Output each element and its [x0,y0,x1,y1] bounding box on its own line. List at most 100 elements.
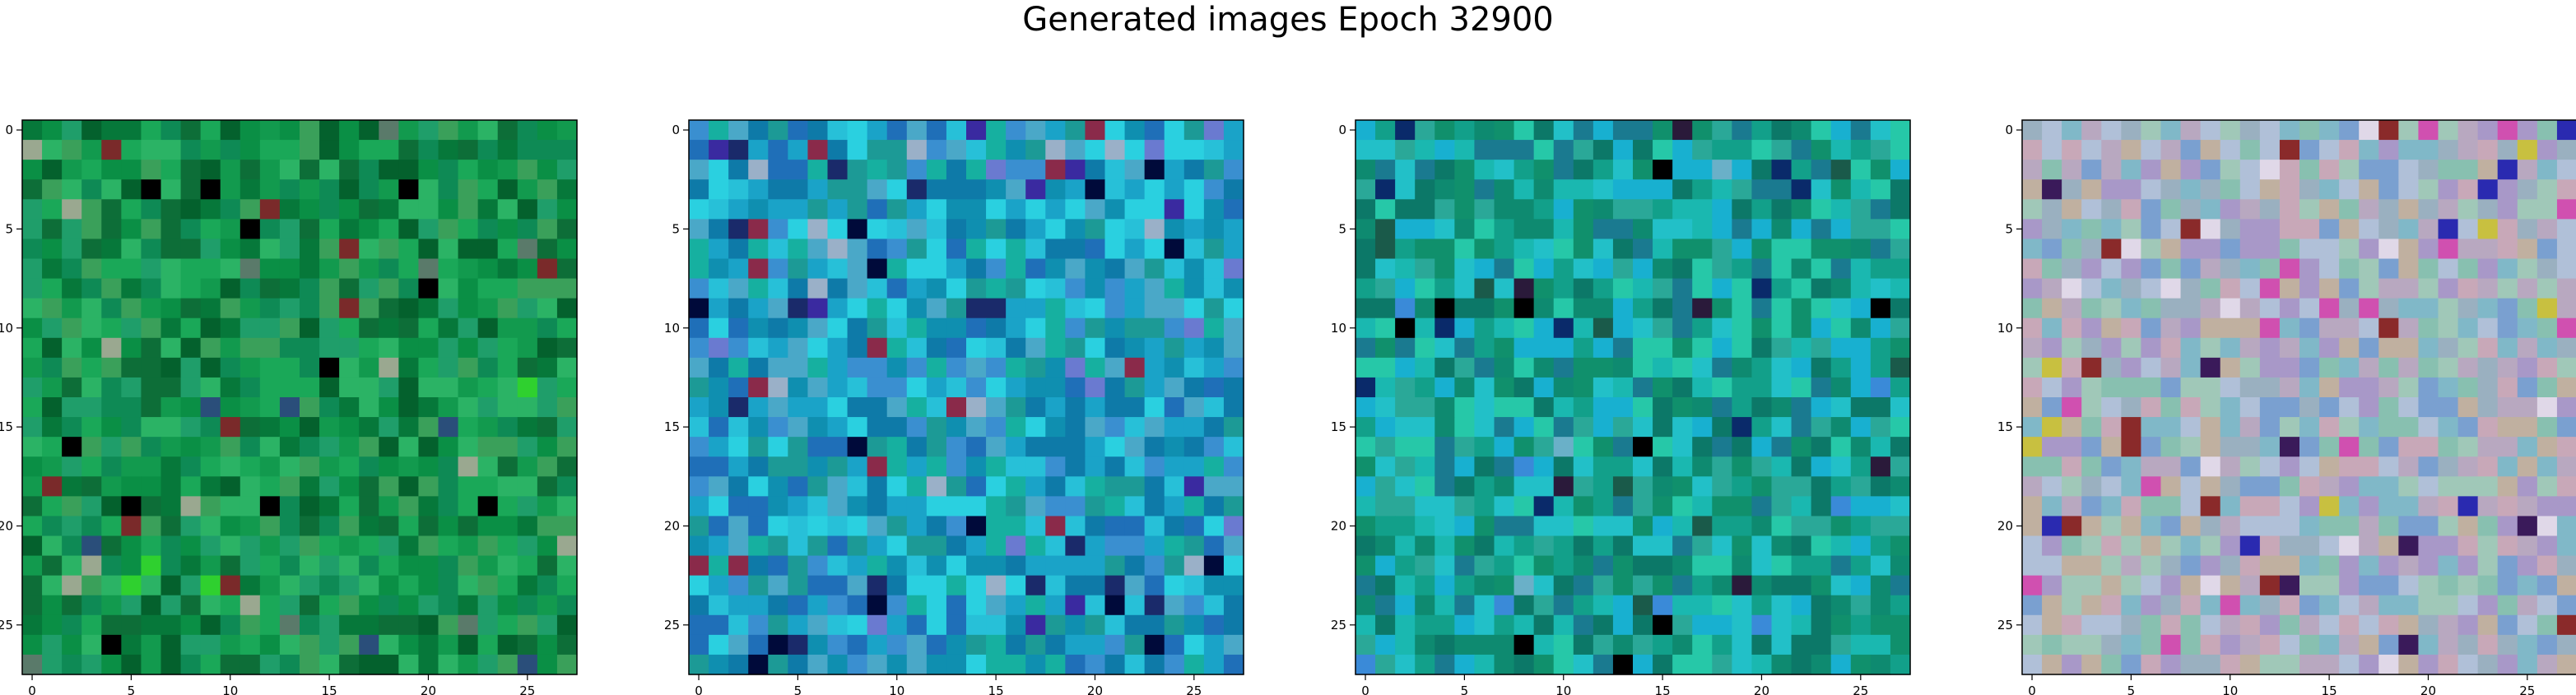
x-tick-label: 10 [889,683,904,695]
pixel-cell [319,357,340,378]
pixel-cell [1124,595,1146,616]
pixel-cell [2141,555,2162,577]
pixel-cell [2160,575,2182,596]
pixel-cell [239,298,261,319]
pixel-cell [2398,278,2420,299]
pixel-cell [1025,516,1046,537]
pixel-cell [1573,417,1594,438]
pixel-cell [418,437,439,457]
pixel-cell [2160,239,2182,260]
pixel-cell [1494,496,1515,517]
pixel-cell [807,140,829,160]
pixel-cell [1474,595,1495,616]
pixel-cell [2081,535,2102,557]
pixel-cell [1612,179,1634,200]
pixel-cell [946,219,967,240]
pixel-cell [1732,476,1753,497]
pixel-cell [2319,337,2340,359]
pixel-cell [1104,614,1126,636]
pixel-cell [2477,179,2499,200]
pixel-cell [2180,219,2202,240]
pixel-cell [1395,535,1416,557]
pixel-cell [1164,278,1185,299]
pixel-cell [1395,516,1416,537]
pixel-cell [81,437,102,457]
pixel-cell [1454,140,1476,160]
pixel-cell [788,199,809,220]
pixel-cell [339,278,360,299]
pixel-cell [1533,654,1555,675]
pixel-cell [2180,298,2202,319]
pixel-cell [1751,120,1773,141]
pixel-cell [1633,634,1653,656]
pixel-cell [121,298,142,319]
pixel-cell [2042,437,2062,457]
pixel-cell [319,437,340,457]
pixel-cell [42,614,63,636]
pixel-cell [1434,140,1455,160]
pixel-cell [886,278,908,299]
pixel-cell [1434,555,1455,577]
pixel-cell [748,417,769,438]
pixel-cell [279,634,300,656]
pixel-cell [1104,120,1126,141]
pixel-cell [2101,575,2122,596]
pixel-cell [2121,476,2142,497]
pixel-cell [477,298,499,319]
pixel-cell [418,278,439,299]
pixel-cell [22,397,43,418]
pixel-cell [2339,357,2360,378]
pixel-cell [1104,634,1126,656]
pixel-cell [1454,634,1476,656]
pixel-cell [160,516,182,537]
pixel-cell [946,417,967,438]
pixel-cell [1085,357,1106,378]
pixel-cell [379,456,399,477]
pixel-cell [2259,239,2281,260]
pixel-cell [2160,654,2182,675]
pixel-cell [2042,179,2062,200]
pixel-cell [1751,516,1773,537]
pixel-cell [1514,476,1535,497]
pixel-cell [689,317,709,339]
pixel-cell [807,160,829,180]
pixel-cell [300,219,320,240]
pixel-cell [1830,654,1852,675]
pixel-cell [1085,437,1106,457]
pixel-cell [2457,456,2479,477]
pixel-cell [2517,120,2538,141]
pixel-cell [906,278,928,299]
pixel-cell [2398,476,2420,497]
pixel-cell [477,614,499,636]
pixel-cell [477,140,499,160]
pixel-cell [2457,140,2479,160]
pixel-cell [180,298,202,319]
pixel-cell [2062,219,2082,240]
pixel-cell [867,456,888,477]
pixel-cell [477,317,499,339]
pixel-cell [1653,456,1673,477]
pixel-cell [2239,219,2261,240]
pixel-cell [1474,120,1495,141]
pixel-cell [689,140,709,160]
pixel-cell [319,575,340,596]
pixel-cell [62,140,82,160]
pixel-cell [1144,535,1165,557]
pixel-cell [1415,614,1435,636]
pixel-cell [1850,496,1872,517]
pixel-cell [81,337,102,359]
pixel-cell [1355,614,1376,636]
pixel-cell [359,614,379,636]
pixel-cell [2042,258,2062,280]
pixel-cell [886,179,908,200]
pixel-cell [1712,258,1732,280]
pixel-cell [748,278,769,299]
pixel-cell [1203,634,1225,656]
pixel-cell [2378,199,2399,220]
pixel-cell [1434,239,1455,260]
pixel-cell [497,634,518,656]
pixel-cell [867,317,888,339]
pixel-cell [2457,575,2479,596]
pixel-cell [1573,397,1594,418]
pixel-cell [1553,140,1574,160]
